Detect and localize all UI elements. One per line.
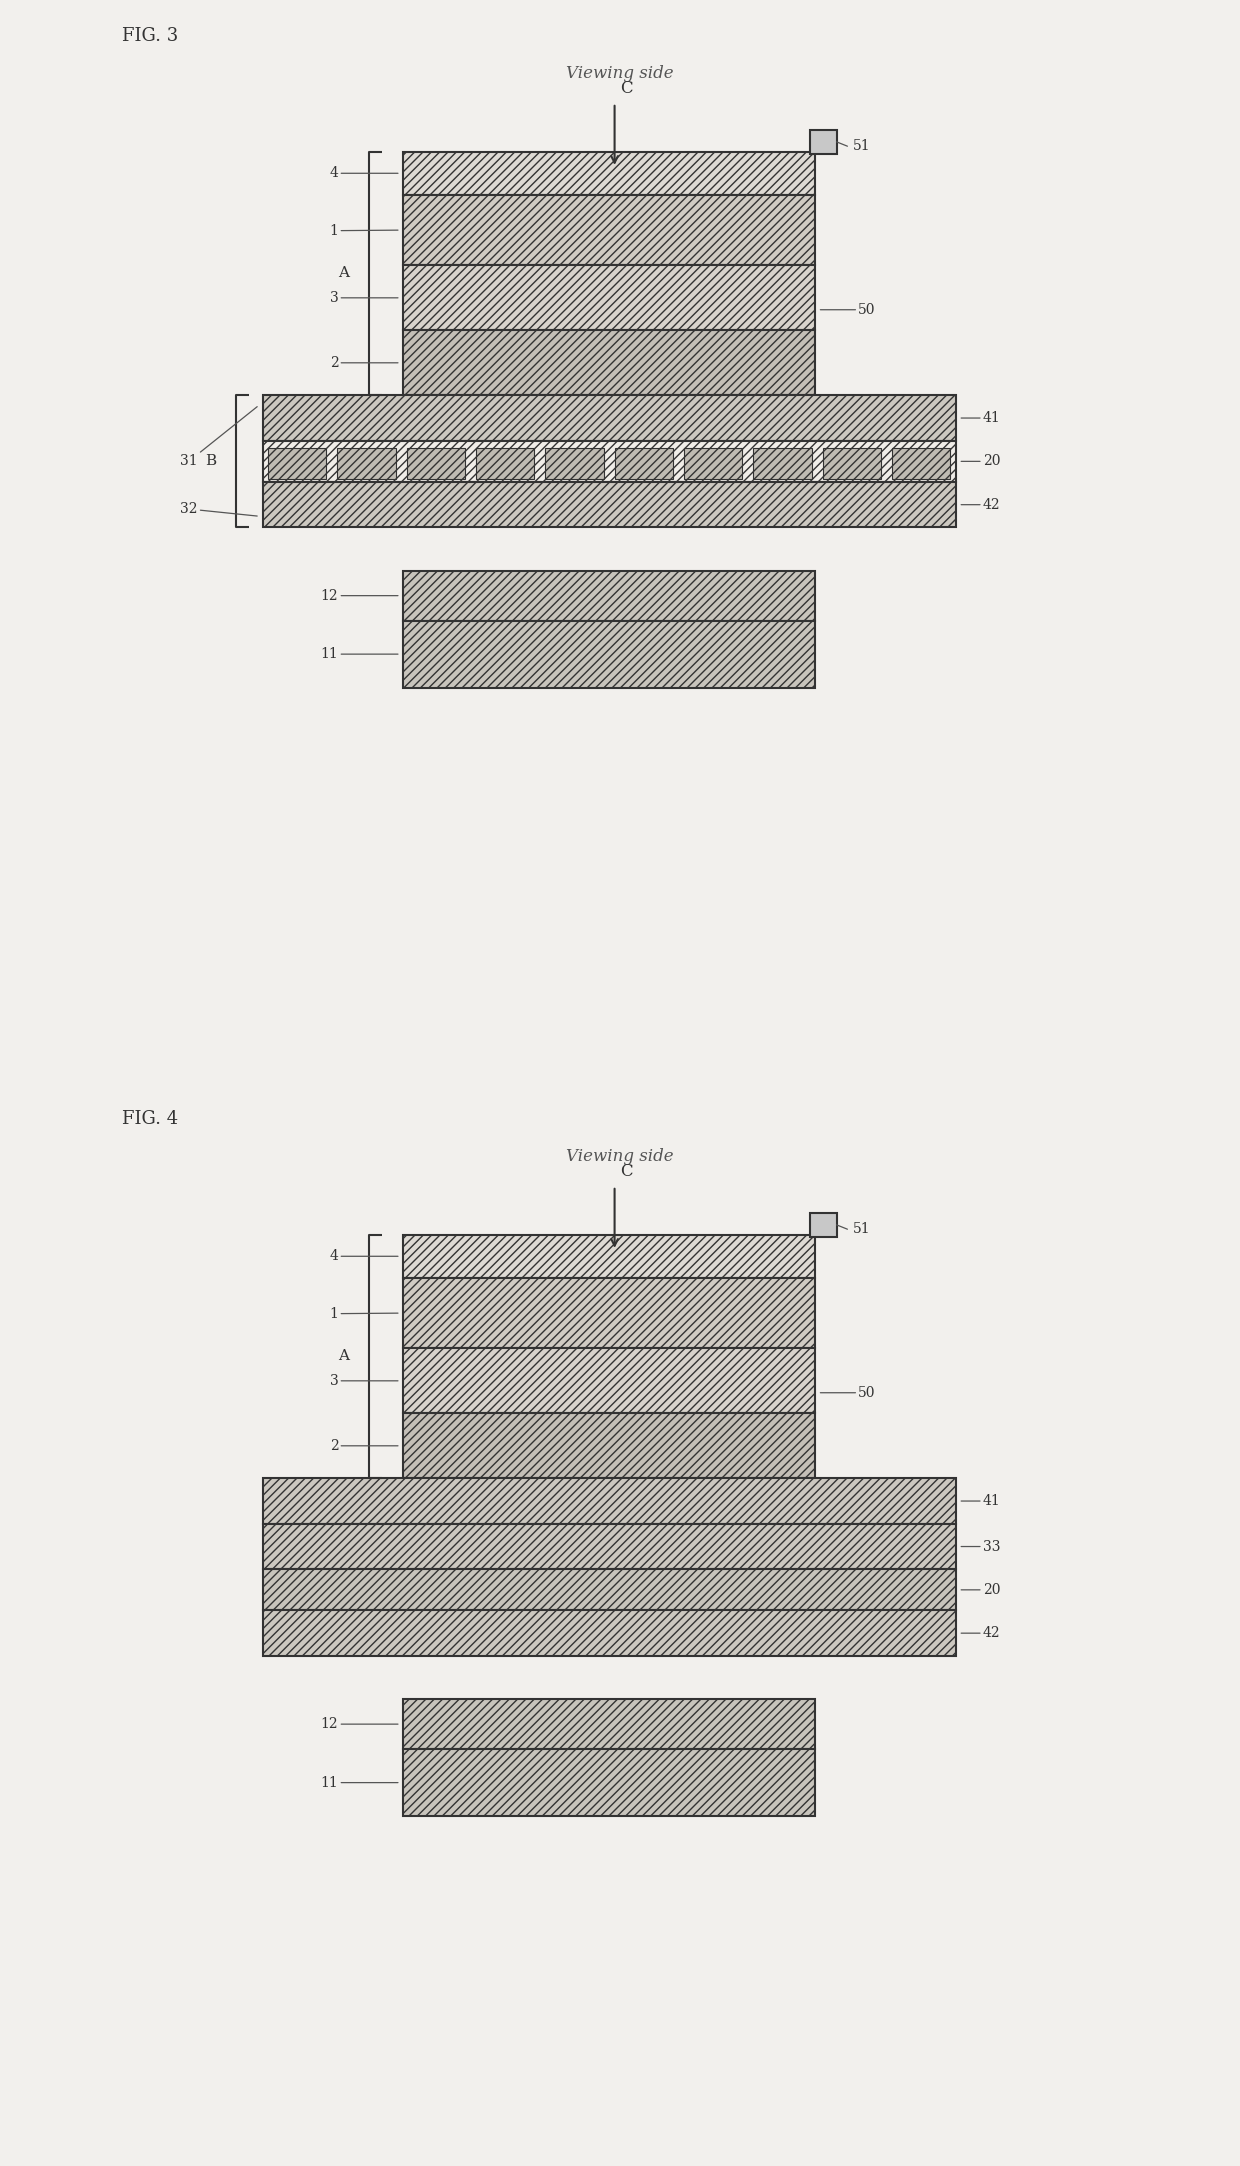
Bar xyxy=(268,448,326,479)
Bar xyxy=(403,1347,815,1414)
Text: 1: 1 xyxy=(330,1306,398,1321)
Bar xyxy=(403,572,815,619)
Text: C: C xyxy=(620,80,632,97)
Bar xyxy=(403,152,815,195)
Bar xyxy=(822,448,880,479)
Bar xyxy=(263,481,956,526)
Text: 11: 11 xyxy=(321,648,398,661)
Bar xyxy=(263,1479,956,1525)
Bar xyxy=(403,266,815,331)
Bar xyxy=(263,1525,956,1568)
Bar xyxy=(615,448,673,479)
Text: 33: 33 xyxy=(961,1540,1001,1553)
Text: 51: 51 xyxy=(853,139,870,154)
Bar xyxy=(684,448,743,479)
Text: 12: 12 xyxy=(321,1718,398,1731)
Text: C: C xyxy=(620,1163,632,1180)
Bar xyxy=(403,331,815,396)
Text: 2: 2 xyxy=(330,355,398,370)
Bar xyxy=(403,619,815,689)
Text: 2: 2 xyxy=(330,1438,398,1453)
Bar xyxy=(892,448,950,479)
Text: 32: 32 xyxy=(180,503,257,516)
Text: Viewing side: Viewing side xyxy=(567,65,673,82)
Bar xyxy=(754,448,811,479)
Text: 41: 41 xyxy=(961,1495,1001,1508)
Bar xyxy=(263,1612,956,1657)
Bar xyxy=(407,448,465,479)
Bar xyxy=(810,130,837,154)
Text: B: B xyxy=(205,455,216,468)
Bar xyxy=(403,1278,815,1347)
Bar xyxy=(546,448,604,479)
Text: 3: 3 xyxy=(330,1373,398,1388)
Text: 42: 42 xyxy=(961,1627,1001,1640)
Text: 11: 11 xyxy=(321,1776,398,1789)
Bar xyxy=(403,1698,815,1750)
Text: A: A xyxy=(339,266,350,279)
Text: 4: 4 xyxy=(330,1250,398,1263)
Bar xyxy=(263,442,956,483)
Text: 20: 20 xyxy=(961,1583,1001,1596)
Text: 41: 41 xyxy=(961,412,1001,425)
Text: FIG. 3: FIG. 3 xyxy=(122,26,179,45)
Text: 3: 3 xyxy=(330,290,398,305)
Bar xyxy=(337,448,396,479)
Text: Viewing side: Viewing side xyxy=(567,1148,673,1165)
Text: A: A xyxy=(339,1349,350,1362)
Text: 50: 50 xyxy=(821,303,875,316)
Bar xyxy=(403,195,815,266)
Text: FIG. 4: FIG. 4 xyxy=(122,1111,179,1128)
Text: 20: 20 xyxy=(961,455,1001,468)
Bar xyxy=(810,1213,837,1237)
Text: 4: 4 xyxy=(330,167,398,180)
Bar xyxy=(263,1568,956,1612)
Text: 12: 12 xyxy=(321,589,398,602)
Text: 31: 31 xyxy=(180,407,257,468)
Text: 1: 1 xyxy=(330,223,398,238)
Bar xyxy=(263,394,956,442)
Text: 50: 50 xyxy=(821,1386,875,1399)
Text: 51: 51 xyxy=(853,1222,870,1237)
Bar xyxy=(403,1412,815,1477)
Bar xyxy=(476,448,534,479)
Bar xyxy=(403,1235,815,1278)
Text: 42: 42 xyxy=(961,498,1001,511)
Bar xyxy=(403,1750,815,1815)
